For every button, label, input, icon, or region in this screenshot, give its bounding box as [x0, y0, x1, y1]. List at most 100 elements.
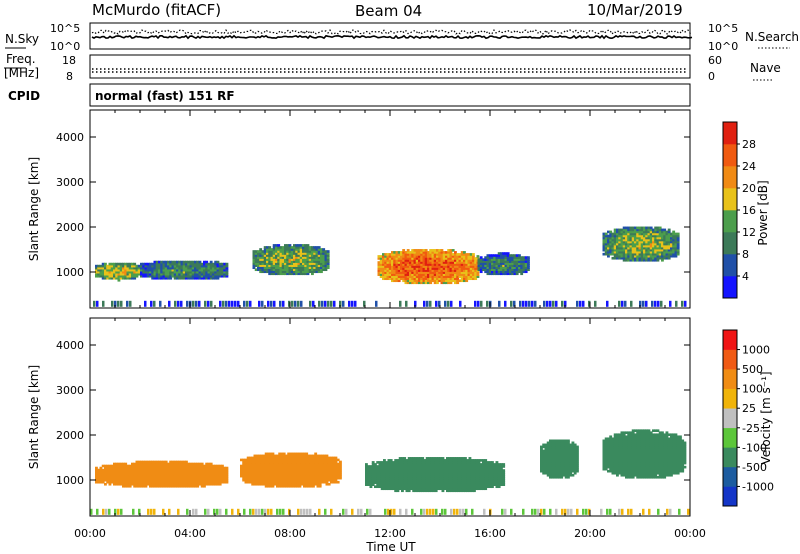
data-cell [427, 261, 430, 264]
data-cell [325, 468, 329, 472]
data-cell [289, 456, 293, 460]
data-cell [278, 474, 282, 478]
data-cell [275, 264, 278, 267]
data-cell [425, 463, 429, 466]
data-cell [294, 474, 297, 478]
data-cell [176, 260, 179, 264]
data-cell [280, 472, 284, 476]
data-cell [415, 269, 419, 272]
data-cell [634, 226, 637, 230]
data-cell [456, 281, 460, 285]
data-cell [447, 269, 451, 272]
data-cell [189, 478, 193, 482]
data-cell [449, 281, 453, 285]
data-cell [146, 462, 150, 466]
data-cell [467, 269, 471, 272]
data-cell [469, 257, 473, 260]
data-cell [380, 479, 384, 482]
data-cell [622, 242, 626, 246]
data-cell [378, 473, 382, 476]
data-cell [99, 270, 103, 274]
data-cell [131, 480, 134, 484]
data-cell [437, 457, 440, 460]
data-cell [448, 473, 452, 476]
data-cell [182, 476, 186, 480]
data-cell [410, 471, 413, 474]
data-cell [423, 469, 427, 472]
data-cell [555, 445, 559, 449]
data-cell [266, 252, 269, 255]
data-cell [216, 468, 220, 472]
data-cell [207, 262, 211, 266]
freq-left-tick-bottom: 8 [66, 70, 73, 83]
data-cell [306, 252, 310, 255]
clutter-cell [111, 300, 114, 307]
data-cell [459, 459, 463, 462]
data-cell [416, 479, 420, 482]
data-cell [419, 469, 422, 472]
data-cell [654, 248, 658, 252]
data-cell [379, 267, 383, 270]
data-cell [101, 264, 105, 268]
data-cell [420, 269, 424, 272]
data-cell [101, 266, 105, 270]
data-cell [464, 481, 467, 484]
data-cell [665, 238, 669, 242]
data-cell [431, 279, 435, 283]
data-cell [400, 261, 403, 264]
data-cell [318, 464, 322, 468]
data-cell [151, 484, 155, 488]
data-cell [289, 470, 293, 474]
data-cell [119, 464, 123, 468]
data-cell [418, 263, 421, 266]
data-cell [515, 260, 519, 263]
data-cell [277, 262, 281, 265]
data-cell [638, 238, 642, 242]
data-cell [513, 260, 517, 263]
data-cell [286, 268, 290, 272]
data-cell [513, 262, 517, 265]
data-cell [401, 481, 404, 484]
data-cell [457, 463, 461, 466]
data-cell [424, 273, 428, 276]
data-cell [169, 470, 173, 474]
data-cell [267, 462, 270, 466]
data-cell [440, 267, 444, 270]
data-cell [491, 475, 494, 478]
data-cell [221, 274, 224, 278]
data-cell [449, 277, 453, 281]
data-cell [407, 465, 411, 468]
data-cell [636, 248, 640, 252]
data-cell [374, 469, 377, 472]
data-cell [418, 265, 421, 268]
data-cell [178, 274, 182, 278]
data-cell [253, 474, 257, 478]
data-cell [306, 256, 310, 259]
data-cell [218, 476, 222, 480]
data-cell [376, 469, 380, 472]
data-cell [276, 454, 279, 458]
data-cell [387, 475, 391, 478]
data-cell [449, 261, 453, 264]
data-cell [424, 271, 428, 274]
data-cell [262, 470, 266, 474]
data-cell [178, 480, 182, 484]
data-cell [504, 270, 508, 274]
clutter-cell [129, 300, 132, 307]
data-cell [416, 483, 420, 486]
data-cell [280, 468, 284, 472]
data-cell [433, 253, 437, 256]
clutter-cell [564, 300, 567, 307]
data-cell [663, 238, 667, 242]
data-cell [513, 268, 517, 272]
data-cell [394, 481, 398, 484]
data-cell [191, 462, 195, 466]
data-cell [493, 266, 497, 269]
data-cell [661, 248, 664, 252]
data-cell [205, 268, 209, 272]
data-cell [676, 232, 680, 236]
data-cell [461, 479, 465, 482]
data-cell [414, 465, 418, 468]
data-cell [474, 265, 478, 268]
data-cell [652, 238, 655, 242]
